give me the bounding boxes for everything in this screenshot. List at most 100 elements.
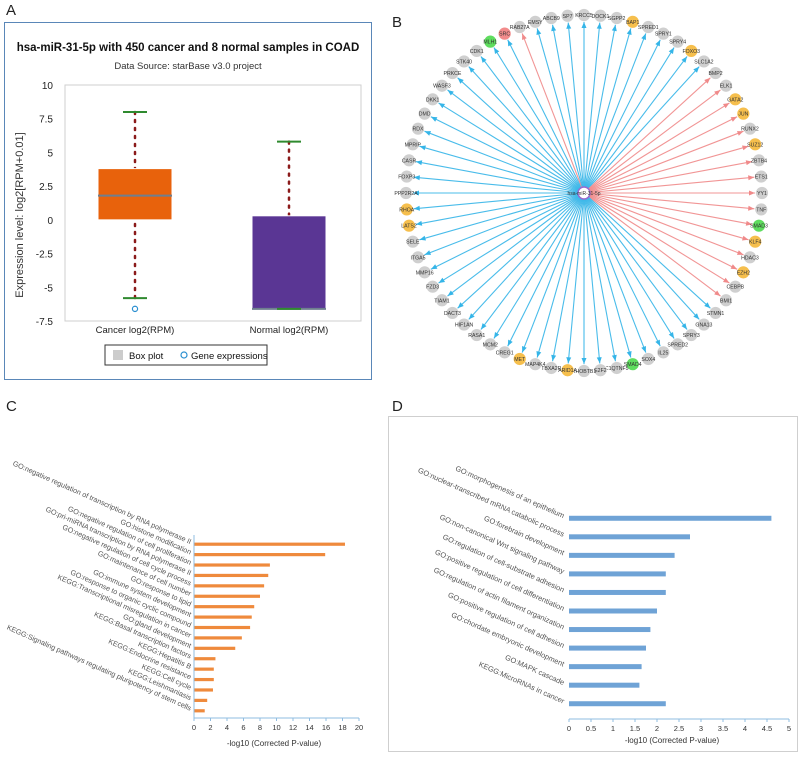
edge <box>583 192 756 243</box>
edge-arrow <box>736 131 744 136</box>
gene-node-label: KLF4 <box>749 240 762 246</box>
gene-node-label: RHOBTB1 <box>572 369 597 375</box>
c-bar <box>194 646 236 650</box>
box-plot-title: hsa-miR-31-5p with 450 cancer and 8 norm… <box>17 42 360 54</box>
gene-node-label: BMP2 <box>708 71 722 77</box>
gene-expression-point <box>131 305 139 313</box>
gene-node <box>425 279 440 294</box>
edge-arrow <box>722 277 730 284</box>
gene-node <box>641 352 656 366</box>
x-category-label: Cancer log2(RPM) <box>96 325 175 336</box>
edge-arrow <box>641 33 646 41</box>
edge <box>583 192 664 353</box>
gene-node <box>435 293 449 308</box>
gene-node <box>399 169 414 184</box>
edge-arrow <box>626 28 632 35</box>
gene-node <box>528 357 543 372</box>
plot-frame <box>64 84 362 322</box>
edge <box>519 192 585 360</box>
y-tick-label: 2.5 <box>39 182 53 193</box>
c-x-tick-label: 8 <box>258 723 262 732</box>
edge-arrow <box>748 205 755 211</box>
gene-node-label: SMAD3 <box>750 224 768 230</box>
c-x-tick-label: 18 <box>338 723 346 732</box>
d-bar <box>569 645 646 651</box>
gene-node-label: E2F2 <box>594 368 607 374</box>
edge-arrow <box>507 39 513 47</box>
gene-node <box>670 337 685 352</box>
edge-arrow <box>457 302 464 309</box>
edge-arrow <box>693 66 700 73</box>
edge-arrow <box>668 331 675 339</box>
edge-arrow <box>447 89 454 96</box>
gene-node-label: WASF3 <box>433 84 451 90</box>
gene-node <box>435 78 449 93</box>
y-tick-label: 10 <box>42 81 54 92</box>
edge-arrow <box>536 351 542 358</box>
c-x-tick-label: 10 <box>272 723 280 732</box>
gene-node <box>577 8 591 22</box>
c-bar <box>194 709 205 713</box>
edge <box>408 192 585 227</box>
edge <box>583 192 618 369</box>
gene-node <box>577 364 591 378</box>
edge-arrow <box>655 39 661 47</box>
gene-node-label: PPP2R2A <box>394 191 418 197</box>
gene-node <box>411 250 425 265</box>
edge-arrow <box>419 145 426 151</box>
edge-arrow <box>611 24 617 32</box>
x-category-label: Normal log2(RPM) <box>250 325 329 336</box>
gene-node-label: CREG1 <box>496 350 514 356</box>
gene-node <box>728 279 743 294</box>
gene-node <box>560 363 575 378</box>
gene-node-label: FOXP3 <box>398 175 415 181</box>
edge <box>432 192 585 288</box>
y-axis-label: Expression level: log2[RPM+0.01] <box>14 132 26 297</box>
gene-node <box>656 26 671 41</box>
edge-arrow <box>749 190 755 196</box>
gene-node-label: DACT3 <box>444 311 461 317</box>
c-x-tick-label: 0 <box>192 723 196 732</box>
edge-arrow <box>413 190 419 196</box>
edge <box>583 17 618 194</box>
edge <box>583 192 736 288</box>
edge-arrow <box>745 160 753 166</box>
gene-node <box>736 106 751 121</box>
edge-arrow <box>681 323 688 330</box>
panel-letter-c: C <box>6 398 17 415</box>
gene-node <box>743 121 757 136</box>
gene-node-label: DKK1 <box>426 97 440 103</box>
edge <box>583 192 705 325</box>
c-bar <box>194 563 270 567</box>
edge-arrow <box>457 77 464 84</box>
edge-arrow <box>507 339 513 347</box>
edge <box>519 26 585 194</box>
gene-node <box>457 317 471 332</box>
box-plot-chart: hsa-miR-31-5p with 450 cancer and 8 norm… <box>14 42 362 366</box>
edge <box>567 192 585 371</box>
gene-node-label: STMN1 <box>707 311 725 317</box>
edge-arrow <box>596 357 602 364</box>
gene-node-label: IL25 <box>658 350 668 356</box>
c-bar <box>194 542 345 546</box>
gene-node-label: DMD <box>419 112 431 118</box>
gene-node <box>469 44 484 58</box>
c-bar <box>194 625 251 630</box>
edge <box>432 98 585 194</box>
edge <box>504 192 585 353</box>
panel-c-bar-chart: GO:negative regulation of transcription … <box>4 416 380 752</box>
gene-node-label: CASR <box>402 158 417 164</box>
d-x-tick-label: 3 <box>699 724 703 733</box>
edge-arrow <box>704 77 711 84</box>
edge <box>583 192 744 273</box>
edge <box>412 192 585 243</box>
gene-node <box>425 92 440 107</box>
gene-node-label: JUN <box>738 112 748 118</box>
edge-arrow <box>641 345 646 353</box>
c-x-tick-label: 4 <box>225 723 229 732</box>
gene-node-label: RHOA <box>399 207 415 213</box>
gene-node-label: C1QTNF5 <box>605 366 629 372</box>
gene-node-label: MMP16 <box>416 270 434 276</box>
c-x-tick-label: 20 <box>355 723 363 732</box>
